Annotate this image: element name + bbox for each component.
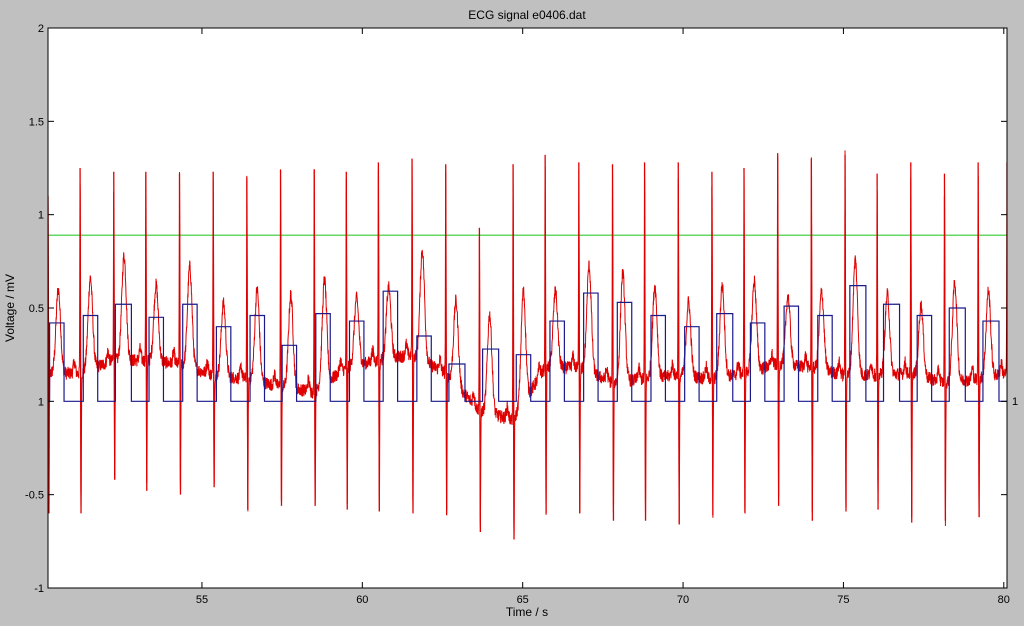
r-peak-spike	[113, 171, 116, 480]
r-peak-spike	[810, 158, 813, 521]
x-tick-label: 60	[356, 594, 368, 606]
r-peak-spike	[643, 162, 647, 521]
y-tick-label: 1	[38, 210, 44, 222]
r-peak-spike	[345, 171, 348, 510]
r-peak-spike	[377, 162, 380, 512]
x-tick-label: 80	[998, 594, 1010, 606]
r-peak-spike	[279, 169, 283, 506]
x-tick-label: 65	[517, 594, 529, 606]
r-peak-spike	[544, 154, 547, 514]
r-peak-spike	[246, 177, 249, 510]
r-peak-spike	[512, 164, 515, 540]
plot-lines	[48, 150, 1007, 540]
x-axis-title: Time / s	[506, 605, 548, 619]
plot-area	[48, 28, 1007, 588]
r-peak-spike	[777, 153, 780, 506]
r-peak-spike	[79, 167, 82, 514]
r-peak-spike	[943, 173, 947, 521]
x-tick-label: 75	[837, 594, 849, 606]
r-peak-spike	[977, 162, 980, 518]
y-tick-label: -0.5	[25, 490, 44, 502]
r-peak-spike	[876, 173, 879, 510]
r-peak-spike	[711, 171, 714, 516]
right-tick-label: 1	[1012, 396, 1018, 408]
x-tick-label: 70	[677, 594, 689, 606]
y-tick-label: 0.5	[29, 303, 44, 315]
r-peak-spike	[178, 173, 182, 495]
ecg-signal-line	[48, 150, 1007, 535]
r-peak-spike	[611, 164, 615, 521]
y-tick-label: 1.5	[29, 116, 44, 128]
r-peak-spike	[313, 169, 316, 506]
y-tick-label: -1	[34, 583, 44, 595]
r-peak-spike	[212, 171, 215, 488]
r-peak-spike	[478, 227, 482, 533]
chart-title: ECG signal e0406.dat	[468, 8, 586, 22]
r-peak-spike	[844, 154, 847, 512]
y-tick-label: 2	[38, 23, 44, 35]
r-peak-spike	[743, 167, 746, 514]
r-peak-spike	[578, 162, 581, 514]
detection-pulse-line	[48, 285, 1007, 402]
r-peak-spike	[445, 164, 448, 516]
y-tick-label: 1	[38, 396, 44, 408]
r-peak-spike	[910, 162, 913, 523]
y-axis-title: Voltage / mV	[3, 274, 17, 342]
r-peak-spike	[677, 162, 680, 525]
x-tick-label: 55	[196, 594, 208, 606]
r-peak-spike	[411, 158, 414, 514]
r-peak-spike	[145, 171, 148, 491]
axis-ticks: 55 60 65 70 75 80 -1 -0.5 1 0.5 1 1.5 2	[25, 23, 1010, 606]
